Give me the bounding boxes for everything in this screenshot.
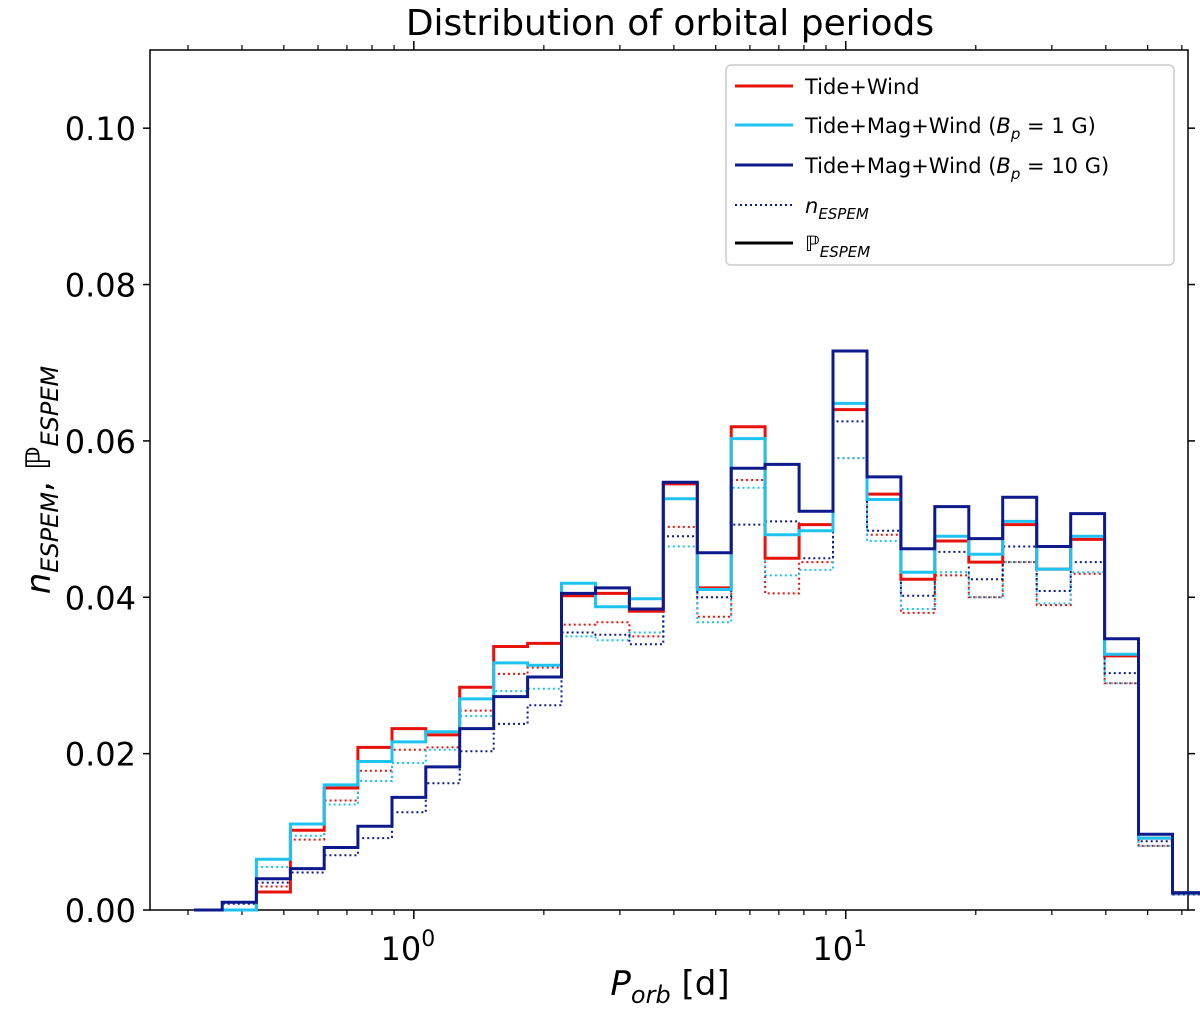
legend-label-bp1-eq: = 1 G) <box>1020 114 1095 138</box>
x-tick-label-1: 101 <box>812 927 867 968</box>
x-axis-label: Porb [d] <box>610 964 729 1009</box>
legend-label-p-espem: ℙESPEM <box>805 232 870 261</box>
series-0-n-espem-steps <box>194 457 1200 911</box>
series-2-p-espem-steps <box>194 349 1200 912</box>
legend-label-tide-wind: Tide+Wind <box>804 75 920 99</box>
y-axis-label-n: n <box>19 573 59 595</box>
legend-label-bp10-prefix: Tide+Mag+Wind ( <box>804 154 996 178</box>
y-tick-label-1: 0.02 <box>65 736 136 774</box>
y-tick-label-2: 0.04 <box>65 579 136 617</box>
legend-label-bp10-sub: p <box>1010 165 1021 183</box>
x-tick-label-0: 100 <box>380 927 435 968</box>
x-axis-label-unit: [d] <box>671 964 730 1004</box>
legend-label-bp10-eq: = 10 G) <box>1020 154 1109 178</box>
y-axis-label-sep: , <box>19 470 59 492</box>
series-1-p-espem-steps <box>194 401 1200 912</box>
y-tick-label-0: 0.00 <box>65 892 136 930</box>
legend-label-n-var: n <box>805 194 818 218</box>
legend-label-p-sub: ESPEM <box>820 243 871 261</box>
legend-box <box>725 64 1175 266</box>
legend-label-bp10-var: B <box>996 154 1010 178</box>
legend-label-n-espem: nESPEM <box>805 194 869 223</box>
y-axis-label: nESPEM, ℙESPEM <box>19 365 64 594</box>
x-axis-label-var: P <box>610 964 631 1004</box>
x-axis-label-sub: orb <box>631 981 671 1009</box>
y-axis-label-p: ℙ <box>19 446 59 470</box>
chart-title: Distribution of orbital periods <box>406 3 934 44</box>
y-tick-label-5: 0.10 <box>65 110 136 148</box>
series-1-n-espem-steps <box>194 457 1200 911</box>
plot-area-frame <box>149 49 1189 911</box>
y-tick-label-3: 0.06 <box>65 423 136 461</box>
legend-label-p-var: ℙ <box>805 232 820 256</box>
y-axis: 0.00 0.02 0.04 0.06 0.08 0.10 <box>65 110 1195 930</box>
y-axis-label-n-sub: ESPEM <box>36 492 64 573</box>
y-tick-label-4: 0.08 <box>65 267 136 305</box>
legend-label-bp1-prefix: Tide+Mag+Wind ( <box>804 114 996 138</box>
legend-label-bp10: Tide+Mag+Wind (Bp = 10 G) <box>804 154 1109 183</box>
y-axis-label-p-sub: ESPEM <box>36 365 64 446</box>
legend-label-bp1-var: B <box>996 114 1010 138</box>
x-axis: 100 101 <box>187 41 1183 968</box>
legend-label-n-sub: ESPEM <box>818 205 869 223</box>
legend-label-bp1: Tide+Mag+Wind (Bp = 1 G) <box>804 114 1096 143</box>
series-layer <box>194 349 1200 912</box>
legend: Tide+Wind Tide+Mag+Wind (Bp = 1 G) Tide+… <box>725 64 1175 266</box>
legend-label-bp1-sub: p <box>1010 125 1021 143</box>
